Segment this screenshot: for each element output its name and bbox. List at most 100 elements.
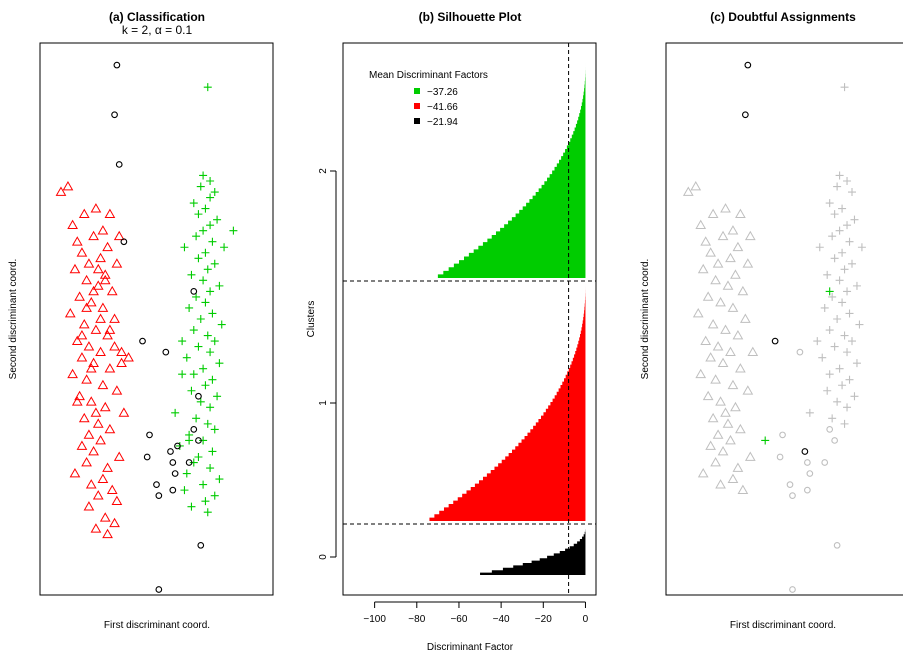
data-point [155,586,163,593]
data-point [88,445,99,456]
data-point [742,385,754,395]
data-point [725,434,736,445]
data-point [76,352,88,362]
data-point [840,331,849,340]
data-point [113,230,125,241]
data-point [201,248,210,257]
data-point [843,287,852,296]
data-point [722,418,734,428]
data-point [825,287,834,296]
data-point [710,457,721,467]
panel-b-title: (b) Silhouette Plot [419,10,522,24]
panel-a-points [55,61,238,593]
data-point [85,479,97,489]
data-point [64,307,76,318]
data-point [189,326,198,335]
data-point [210,188,219,197]
data-point [804,459,811,466]
data-point [97,302,109,312]
data-point [206,287,215,296]
data-point [786,481,794,488]
data-point [217,320,226,329]
data-point [88,285,99,296]
x-tick-label: −100 [363,614,386,625]
panel-b-xlabel: Discriminant Factor [427,642,514,653]
data-point [180,486,189,495]
legend-swatch-cluster-2 [414,88,420,94]
data-point [843,177,852,185]
panel-a-subtitle: k = 2, α = 0.1 [122,23,193,37]
data-point [850,215,859,224]
data-point [95,346,106,356]
data-point [146,431,153,439]
data-point [742,111,749,119]
data-point [71,335,83,345]
data-point [104,324,116,334]
data-point [833,315,842,323]
data-point [178,337,187,346]
panel-b-silhouette: (b) Silhouette Plot −100 −80 −60 −40 −20 0 0 1… [306,10,597,653]
data-point [850,392,859,401]
data-point [712,258,724,268]
data-point [203,508,212,517]
data-point [102,330,113,340]
data-point [171,408,180,417]
data-point [830,342,839,351]
data-point [92,490,104,500]
data-point [727,225,739,235]
data-point [67,219,78,230]
data-point [206,193,215,202]
data-point [835,226,844,235]
data-point [220,243,229,252]
data-point [715,396,726,406]
data-point [813,337,822,346]
data-point [848,337,856,346]
data-point [88,357,99,368]
data-point [825,370,834,379]
data-point [187,386,196,395]
data-point [771,337,779,345]
data-point [81,457,92,467]
data-point [190,426,198,433]
data-point [78,208,90,218]
data-point [825,199,834,208]
data-point [700,236,712,246]
y-tick-label: 0 [318,554,329,560]
data-point [83,429,95,439]
data-point [712,429,724,439]
data-point [702,390,714,401]
data-point [744,61,752,69]
data-point [830,210,839,219]
data-point [109,341,120,351]
data-point [194,254,203,263]
data-point [692,307,704,318]
data-point [215,359,224,368]
data-point [725,252,736,263]
x-tick-label: 0 [583,614,589,625]
data-point [74,291,85,301]
data-point [215,281,224,290]
data-point [92,418,104,428]
data-point [804,486,811,494]
data-point [203,265,212,274]
data-point [185,303,194,312]
data-point [821,459,829,466]
data-point [67,368,78,379]
data-point [118,407,130,417]
data-point [201,298,210,307]
data-point [206,403,215,412]
data-point [838,204,847,213]
data-point [710,374,721,384]
data-point [818,353,827,362]
data-point [707,208,719,218]
data-point [720,407,731,417]
data-point [742,258,754,268]
data-point [201,381,210,390]
data-point [833,541,841,549]
panel-b-silhouette-bars [429,63,586,575]
data-point [845,309,854,318]
data-point [852,359,861,368]
data-point [71,236,83,246]
data-point [83,341,95,351]
data-point [81,374,92,384]
